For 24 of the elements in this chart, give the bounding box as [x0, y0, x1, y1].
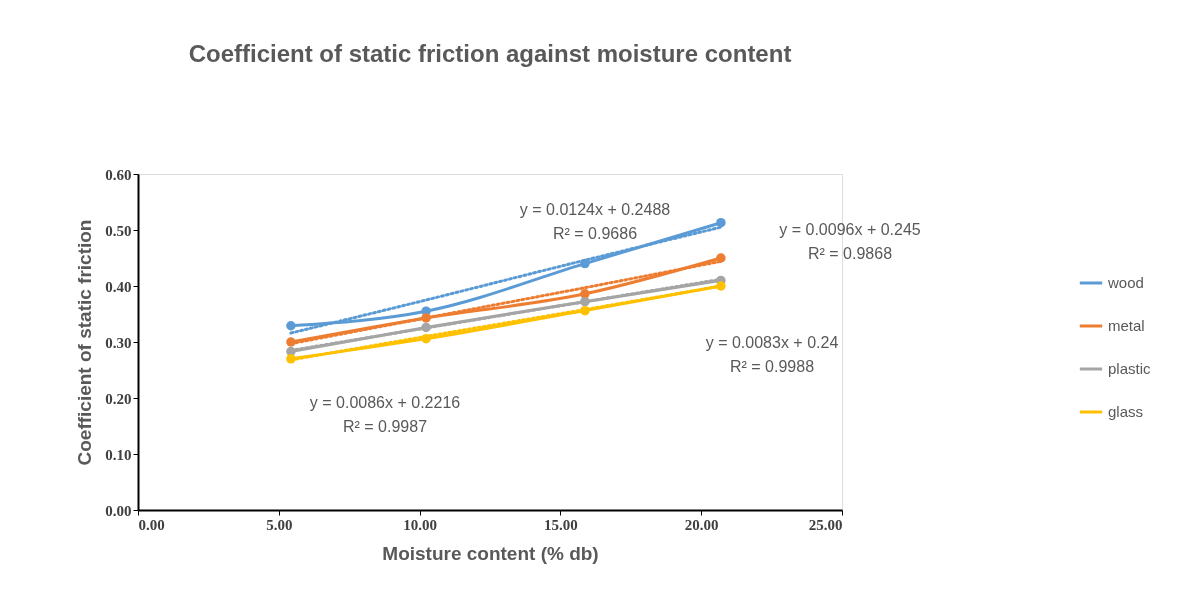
y-tick-label: 0.30 [105, 334, 132, 351]
x-axis-title: Moisture content (% db) [382, 542, 599, 564]
legend-label: plastic [1108, 360, 1152, 377]
annotation: y = 0.0096x + 0.245 R² = 0.9868 [779, 221, 921, 262]
y-tick-label: 0.00 [105, 502, 132, 519]
y-tick-label: 0.40 [105, 278, 132, 295]
x-tick-label: 5.00 [266, 516, 293, 533]
y-tick-label: 0.60 [105, 166, 132, 183]
legend-label: metal [1108, 317, 1145, 334]
y-tick-label: 0.20 [105, 390, 132, 407]
legend-label: glass [1108, 403, 1144, 420]
y-tick-label: 0.50 [105, 222, 132, 239]
x-tick-label: 25.00 [808, 516, 843, 533]
annotation: y = 0.0083x + 0.24 R² = 0.9988 [705, 334, 839, 375]
y-axis-title: Coefficient of static friction [74, 219, 96, 466]
x-tick-label: 10.00 [403, 516, 437, 533]
x-tick-label: 20.00 [684, 516, 719, 533]
y-tick-label: 0.10 [105, 446, 132, 463]
annotation: y = 0.0124x + 0.2488 R² = 0.9686 [519, 201, 671, 242]
annotation: y = 0.0086x + 0.2216 R² = 0.9987 [309, 394, 461, 435]
legend-label: wood [1107, 274, 1144, 291]
x-tick-label: 0.00 [138, 516, 165, 533]
chart-title: Coefficient of static friction against moisture content [188, 40, 792, 67]
x-tick-label: 15.00 [544, 516, 578, 533]
